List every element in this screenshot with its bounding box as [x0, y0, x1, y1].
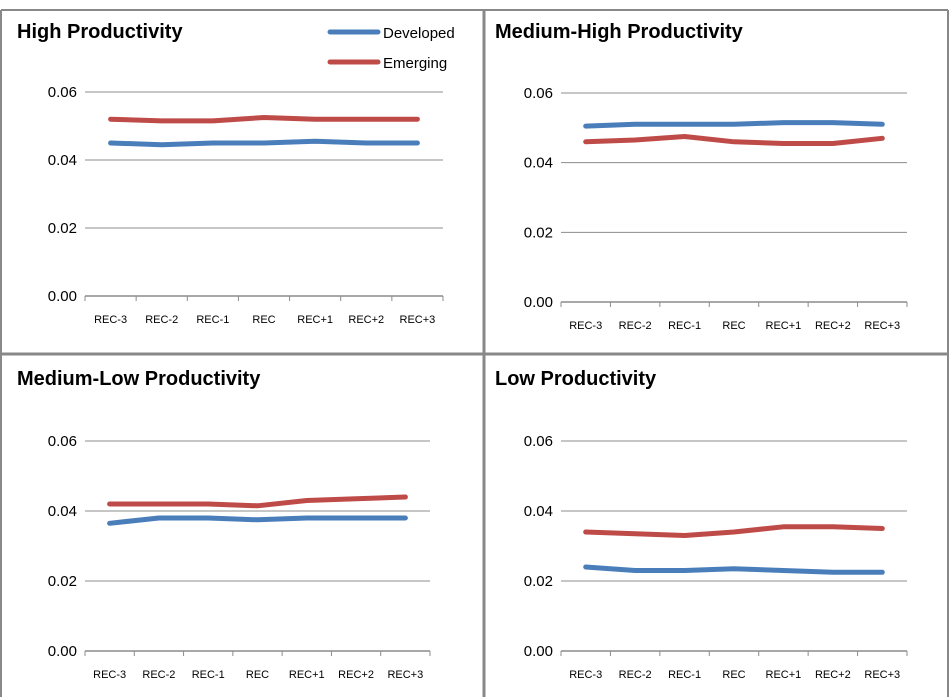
panel-title: Medium-High Productivity: [495, 21, 744, 43]
y-tick-label: 0.06: [48, 433, 77, 450]
plot-area: 0.00 0.02 0.04 0.06 REC-3 REC-2 REC-1 REC REC+1 R…: [48, 84, 444, 326]
y-tick-label: 0.02: [48, 220, 77, 237]
x-tick-label: REC-1: [668, 669, 701, 681]
x-tick-label: REC-3: [94, 314, 127, 326]
series-line-emerging: [107, 494, 408, 509]
y-tick-label: 0.00: [524, 643, 553, 660]
plot-area: 0.00 0.02 0.04 0.06 REC-3 REC-2 REC-1 REC REC+1 R…: [48, 433, 431, 681]
x-tick-label: REC-1: [192, 669, 225, 681]
y-tick-label: 0.02: [524, 224, 553, 241]
x-tick-label: REC-3: [569, 669, 602, 681]
panel-title: Low Productivity: [495, 368, 657, 390]
plot-area: 0.00 0.02 0.04 0.06 REC-3 REC-2 REC-1 REC REC+1 R…: [524, 433, 908, 681]
series-line-emerging: [583, 524, 885, 538]
legend-label-emerging: Emerging: [383, 55, 447, 72]
legend-label-developed: Developed: [383, 25, 455, 42]
series-line-developed: [107, 515, 408, 526]
x-tick-label: REC+2: [338, 669, 374, 681]
series-line-developed: [108, 138, 420, 148]
y-tick-label: 0.06: [524, 85, 553, 102]
x-tick-label: REC+1: [766, 320, 802, 332]
panel-medium-high-productivity: Medium-High Productivity 0.000.020.040.0…: [495, 21, 908, 332]
y-tick-label: 0.02: [48, 573, 77, 590]
x-tick-label: REC-2: [145, 314, 178, 326]
y-tick-label: 0.04: [48, 152, 77, 169]
x-tick-label: REC+3: [387, 669, 423, 681]
y-tick-label: 0.04: [524, 155, 553, 172]
x-tick-label: REC+3: [864, 669, 900, 681]
x-tick-label: REC-3: [569, 320, 602, 332]
x-tick-label: REC+3: [864, 320, 900, 332]
panel-title: Medium-Low Productivity: [17, 368, 261, 390]
x-tick-label: REC: [246, 669, 269, 681]
series-line-developed: [583, 564, 885, 575]
panel-high-productivity: High Productivity 0.00 0.02 0.04 0.06 REC-3 R…: [17, 21, 455, 326]
x-tick-label: REC-3: [93, 669, 126, 681]
series-line-developed: [583, 120, 885, 129]
y-tick-label: 0.00: [48, 288, 77, 305]
series-line-emerging: [108, 115, 420, 124]
y-tick-label: 0.06: [524, 433, 553, 450]
x-tick-label: REC+2: [348, 314, 384, 326]
x-tick-label: REC-1: [668, 320, 701, 332]
y-tick-label: 0.04: [524, 503, 553, 520]
x-tick-label: REC+1: [766, 669, 802, 681]
plot-area: 0.00 0.02 0.04 0.06 REC-3 REC-2 REC-1 REC REC+1 R…: [524, 85, 908, 332]
x-tick-label: REC+1: [289, 669, 325, 681]
x-tick-label: REC+2: [815, 669, 851, 681]
x-tick-label: REC-1: [196, 314, 229, 326]
panel-low-productivity: Low Productivity 0.00 0.02 0.04 0.06 REC-3 RE…: [495, 368, 908, 681]
y-tick-label: 0.06: [48, 84, 77, 101]
y-tick-label: 0.00: [48, 643, 77, 660]
x-tick-label: REC: [722, 320, 745, 332]
panel-title: High Productivity: [17, 21, 183, 43]
panel-medium-low-productivity: Medium-Low Productivity 0.00 0.02 0.04 0.06…: [17, 368, 431, 681]
legend: Developed Emerging: [327, 25, 455, 72]
x-tick-label: REC: [252, 314, 275, 326]
x-tick-label: REC: [722, 669, 745, 681]
y-tick-label: 0.02: [524, 573, 553, 590]
x-tick-label: REC-2: [142, 669, 175, 681]
x-tick-label: REC-2: [619, 669, 652, 681]
x-tick-label: REC+1: [297, 314, 333, 326]
y-tick-label: 0.04: [48, 503, 77, 520]
x-tick-label: REC-2: [619, 320, 652, 332]
panel-frame: [0, 9, 949, 697]
y-tick-label: 0.00: [524, 294, 553, 311]
x-tick-label: REC+2: [815, 320, 851, 332]
series-line-emerging: [583, 134, 885, 146]
x-tick-label: REC+3: [400, 314, 436, 326]
